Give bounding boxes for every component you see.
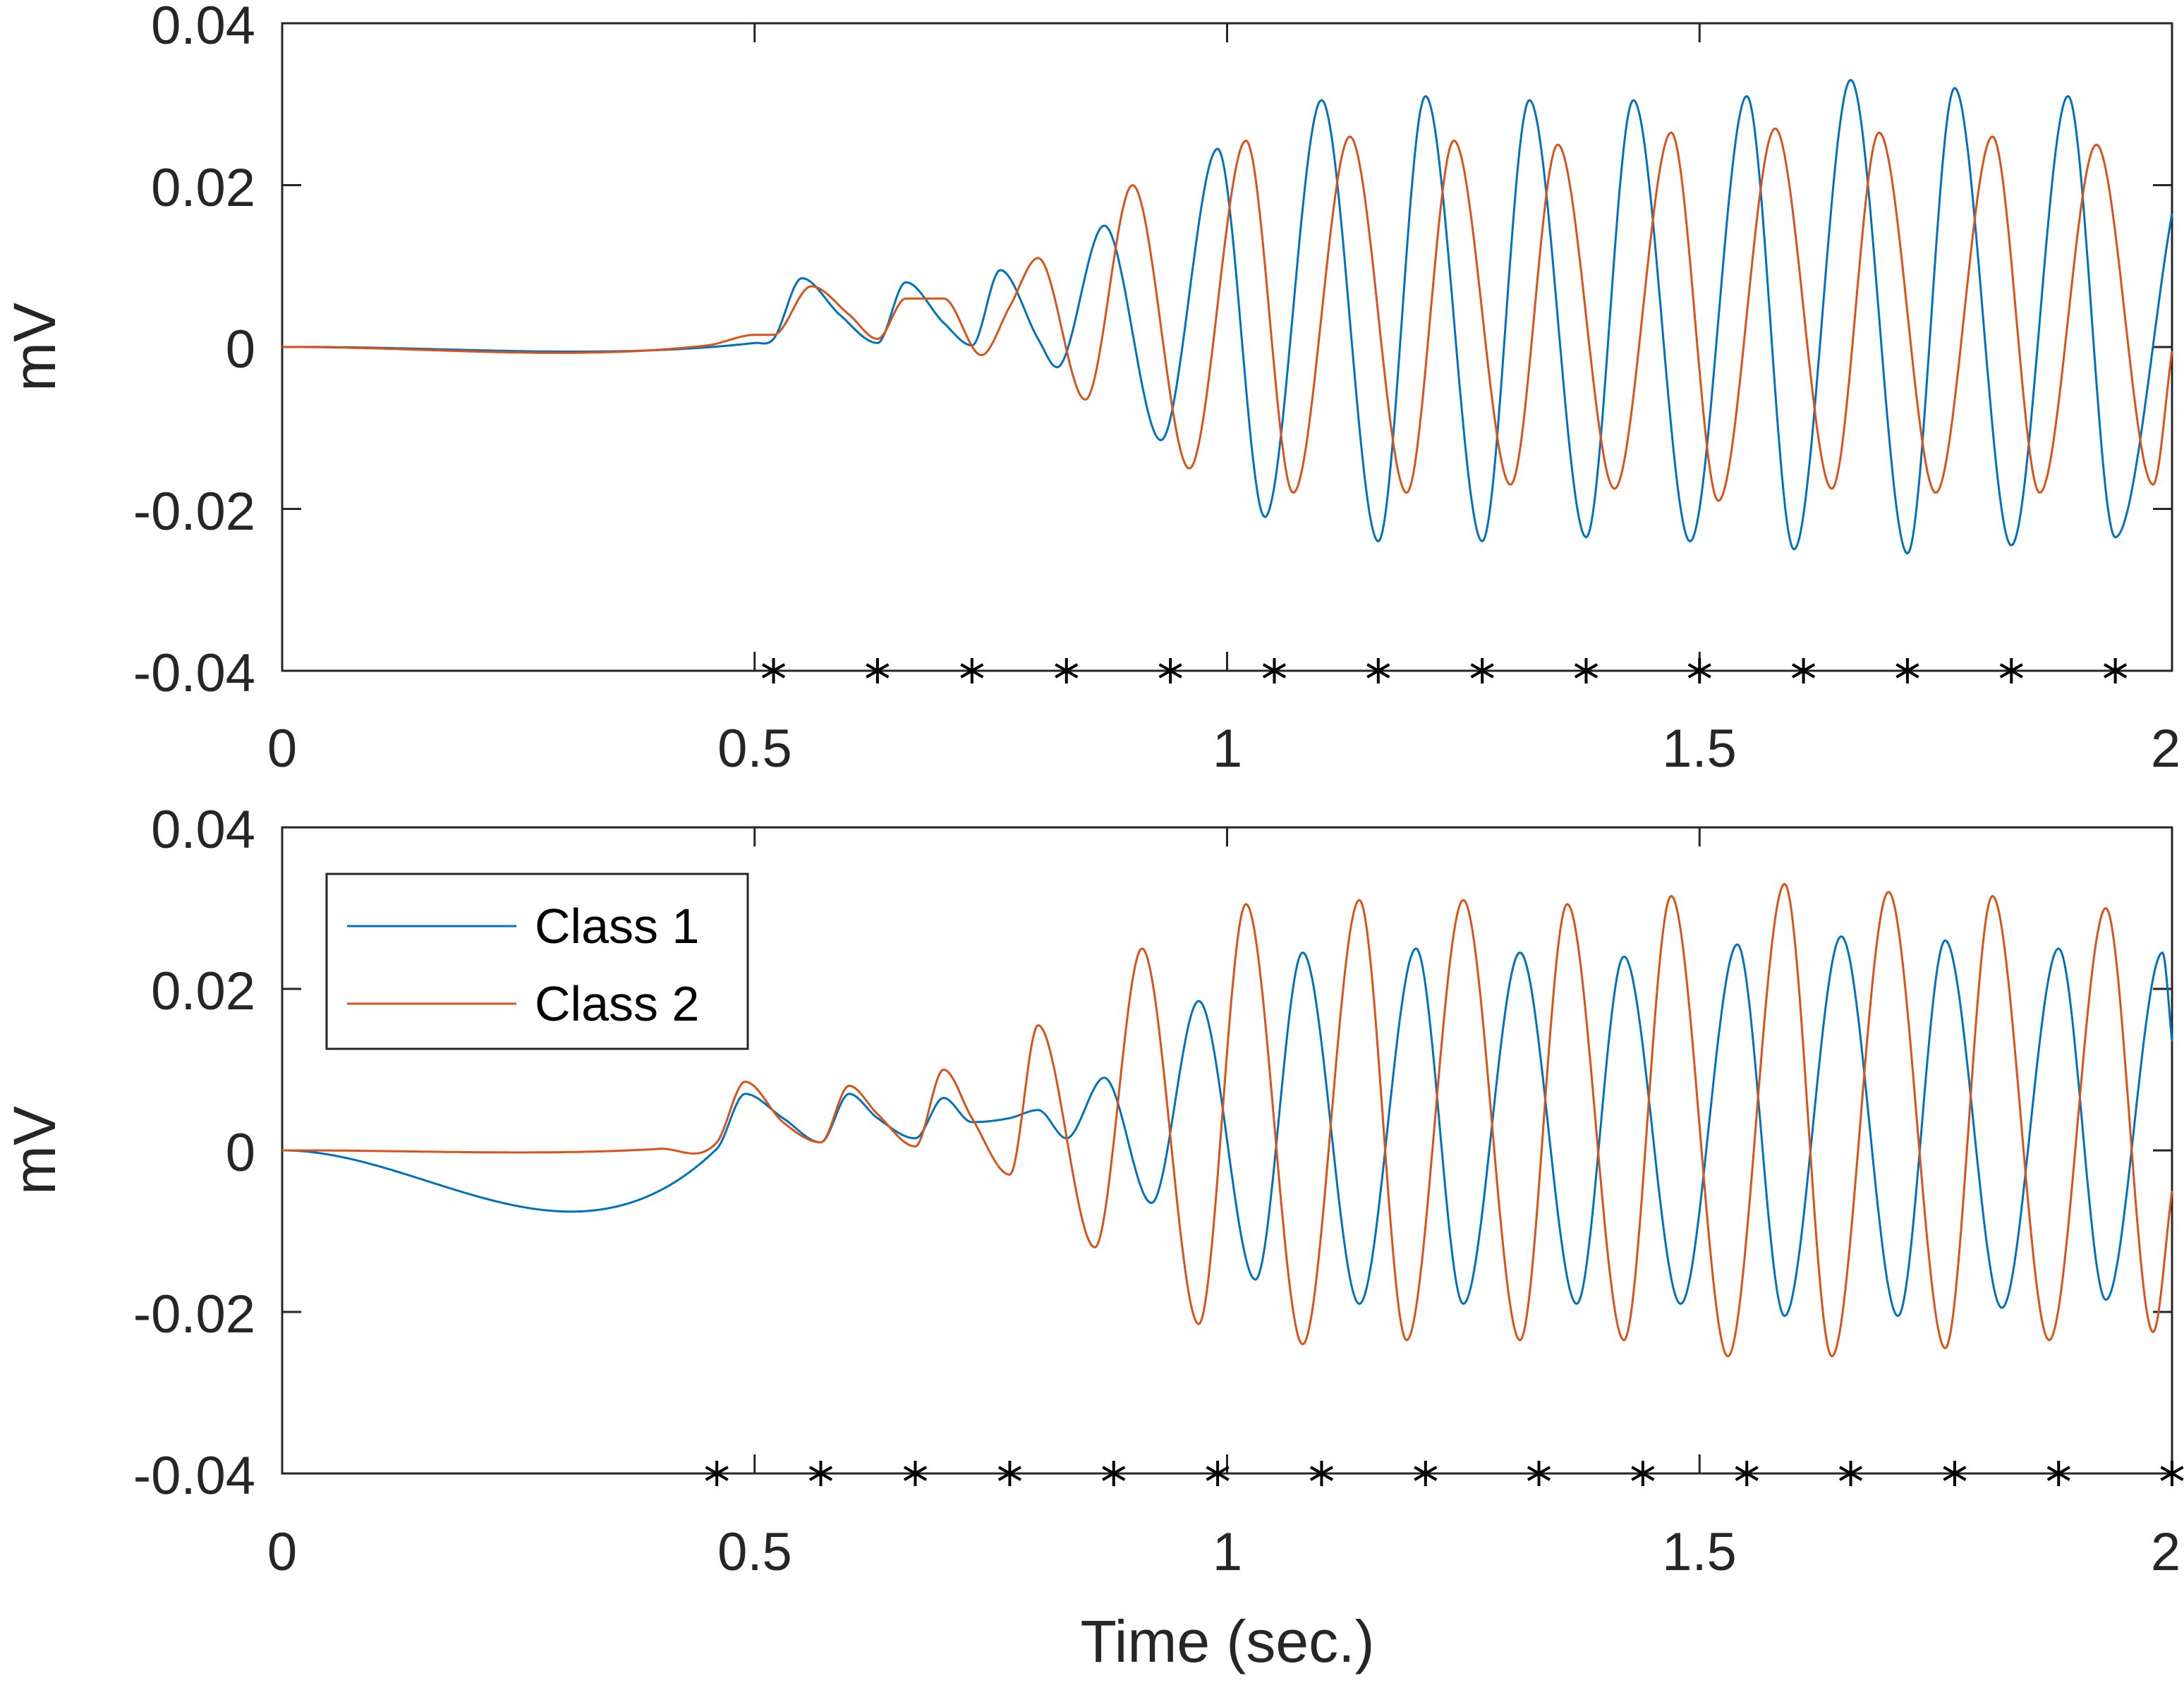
top-xtick-label: 0 (267, 719, 297, 779)
top-xtick-label: 1 (1213, 719, 1242, 779)
event-marker (1309, 1461, 1334, 1486)
bottom-panel: 0.04 0.02 0 -0.02 -0.04 0 0.5 1 1.5 2 mV… (1, 800, 2184, 1674)
top-ylabel: mV (1, 303, 68, 391)
bottom-xtick-label: 1.5 (1662, 1522, 1737, 1582)
event-marker (1943, 1461, 1967, 1486)
series-line-class-1 (282, 935, 2173, 1318)
event-marker (761, 658, 786, 683)
series-line-class-2 (282, 882, 2173, 1358)
event-marker (1206, 1461, 1230, 1486)
top-xtick-label: 1.5 (1662, 719, 1737, 779)
top-xtick-label: 0.5 (717, 719, 792, 779)
event-marker (705, 1461, 729, 1486)
event-marker (903, 1461, 928, 1486)
top-markers-group (761, 658, 2128, 683)
legend-label-class-1: Class 1 (535, 899, 699, 954)
xlabel: Time (sec.) (1081, 1608, 1375, 1674)
bottom-ytick-label: -0.04 (133, 1446, 255, 1506)
top-ytick-label: -0.04 (133, 643, 255, 703)
bottom-xtick-label: 0.5 (717, 1522, 792, 1582)
event-marker (1102, 1461, 1126, 1486)
bottom-xtick-label: 0 (267, 1522, 297, 1582)
event-marker (1527, 1461, 1551, 1486)
event-marker (1735, 1461, 1759, 1486)
event-marker (1895, 658, 1919, 683)
top-panel: 0.04 0.02 0 -0.02 -0.04 0 0.5 1 1.5 2 mV (1, 0, 2180, 779)
legend-box (325, 873, 749, 1050)
event-marker (1792, 658, 1816, 683)
bottom-ylabel: mV (1, 1106, 68, 1195)
event-marker (1838, 1461, 1863, 1486)
legend: Class 1 Class 2 (325, 873, 749, 1050)
event-marker (1414, 1461, 1438, 1486)
bottom-ytick-label: 0.02 (151, 961, 255, 1021)
top-ticks (281, 22, 2173, 672)
event-marker (1262, 658, 1287, 683)
event-marker (2160, 1461, 2184, 1486)
top-ytick-label: -0.02 (133, 482, 255, 542)
top-ytick-label: 0 (226, 320, 255, 379)
event-marker (2104, 658, 2128, 683)
event-marker (2046, 1461, 2070, 1486)
event-marker (1631, 1461, 1655, 1486)
event-marker (1158, 658, 1182, 683)
bottom-series-group (282, 882, 2173, 1358)
bottom-ytick-label: 0 (226, 1123, 255, 1183)
event-marker (866, 658, 890, 683)
legend-label-class-2: Class 2 (535, 976, 699, 1031)
bottom-xtick-label: 1 (1213, 1522, 1242, 1582)
bottom-markers-group (705, 1461, 2184, 1486)
series-line-class-2 (282, 127, 2173, 502)
top-ytick-label: 0.02 (151, 158, 255, 218)
event-marker (1470, 658, 1494, 683)
event-marker (1574, 658, 1598, 683)
bottom-xtick-label: 2 (2151, 1522, 2180, 1582)
event-marker (1055, 658, 1079, 683)
top-plot-area (281, 22, 2173, 672)
top-series-group (282, 78, 2173, 555)
event-marker (808, 1461, 833, 1486)
event-marker (997, 1461, 1022, 1486)
bottom-ytick-label: 0.04 (151, 800, 255, 860)
bottom-ytick-label: -0.02 (133, 1284, 255, 1344)
top-xtick-label: 2 (2151, 719, 2180, 779)
top-ytick-label: 0.04 (151, 0, 255, 56)
event-marker (1366, 658, 1390, 683)
event-marker (1687, 658, 1711, 683)
event-marker (1999, 658, 2023, 683)
event-marker (960, 658, 984, 683)
